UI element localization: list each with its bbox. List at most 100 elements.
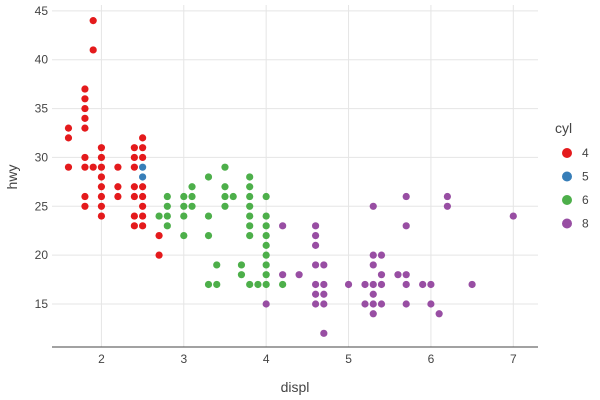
- data-point: [311, 300, 320, 308]
- data-point: [97, 183, 106, 191]
- data-point: [468, 280, 476, 289]
- data-point: [81, 153, 89, 162]
- data-point: [114, 183, 122, 191]
- data-point: [81, 85, 89, 93]
- data-point: [188, 202, 196, 210]
- data-point: [369, 261, 377, 269]
- data-point: [246, 232, 254, 240]
- data-point: [311, 261, 320, 269]
- data-point: [204, 232, 213, 240]
- data-point: [89, 17, 97, 25]
- data-point: [311, 290, 320, 298]
- series-6: [155, 163, 287, 289]
- data-point: [180, 212, 188, 220]
- gridlines: [52, 5, 538, 347]
- data-point: [262, 261, 270, 269]
- data-point: [361, 280, 369, 289]
- y-tick-label: 40: [35, 53, 49, 67]
- data-point: [311, 222, 320, 230]
- data-point: [262, 300, 270, 308]
- data-point: [139, 212, 147, 220]
- data-point: [204, 173, 213, 181]
- data-point: [402, 300, 410, 308]
- data-point: [204, 280, 213, 289]
- legend-label: 4: [582, 146, 589, 160]
- data-point: [402, 222, 410, 230]
- legend-label: 5: [582, 170, 589, 184]
- data-point: [262, 232, 270, 240]
- data-point: [320, 329, 328, 337]
- data-point: [377, 251, 386, 259]
- y-tick-label: 30: [35, 150, 49, 164]
- data-point: [97, 173, 106, 181]
- data-point: [139, 202, 147, 210]
- data-point: [180, 232, 188, 240]
- series-4: [64, 17, 163, 259]
- data-point: [163, 202, 171, 210]
- x-tick-label: 2: [98, 352, 105, 366]
- data-point: [320, 280, 328, 289]
- data-point: [114, 192, 122, 201]
- data-point: [97, 153, 106, 162]
- data-point: [377, 271, 386, 279]
- data-point: [402, 192, 410, 201]
- data-point: [81, 95, 89, 103]
- data-point: [262, 271, 270, 279]
- data-point: [89, 46, 97, 54]
- data-point: [139, 144, 147, 152]
- series-8: [262, 192, 517, 337]
- data-point: [237, 261, 246, 269]
- data-point: [163, 212, 171, 220]
- data-point: [130, 144, 138, 152]
- y-axis-title: hwy: [4, 165, 20, 190]
- data-point: [311, 232, 320, 240]
- data-point: [369, 300, 377, 308]
- data-point: [155, 251, 163, 259]
- data-point: [139, 163, 147, 171]
- data-point: [130, 153, 138, 162]
- x-tick-label: 6: [428, 352, 435, 366]
- data-point: [246, 222, 254, 230]
- data-point: [130, 163, 138, 171]
- data-point: [204, 212, 213, 220]
- data-point: [369, 290, 377, 298]
- data-point: [320, 300, 328, 308]
- data-point: [139, 134, 147, 142]
- data-point: [279, 271, 287, 279]
- data-point: [81, 114, 89, 122]
- data-point: [64, 124, 73, 132]
- data-point: [402, 271, 410, 279]
- data-point: [64, 134, 73, 142]
- data-point: [419, 280, 427, 289]
- y-tick-label: 25: [35, 199, 49, 213]
- data-point: [394, 271, 402, 279]
- data-point: [443, 192, 451, 201]
- data-point: [97, 212, 106, 220]
- data-point: [130, 192, 138, 201]
- data-point: [221, 202, 229, 210]
- data-point: [254, 280, 262, 289]
- legend-swatch: [562, 218, 572, 229]
- y-tick-label: 35: [35, 102, 49, 116]
- y-tick-label: 15: [35, 297, 49, 311]
- data-point: [213, 261, 221, 269]
- data-point: [246, 212, 254, 220]
- data-point: [163, 222, 171, 230]
- data-point: [361, 300, 369, 308]
- data-point: [155, 212, 163, 220]
- data-point: [246, 192, 254, 201]
- data-point: [369, 280, 377, 289]
- data-point: [262, 251, 270, 259]
- data-point: [139, 222, 147, 230]
- data-point: [97, 144, 106, 152]
- data-point: [311, 280, 320, 289]
- data-point: [443, 202, 451, 210]
- data-point: [369, 202, 377, 210]
- data-point: [311, 241, 320, 249]
- data-point: [97, 163, 106, 171]
- data-point: [279, 280, 287, 289]
- data-point: [114, 163, 122, 171]
